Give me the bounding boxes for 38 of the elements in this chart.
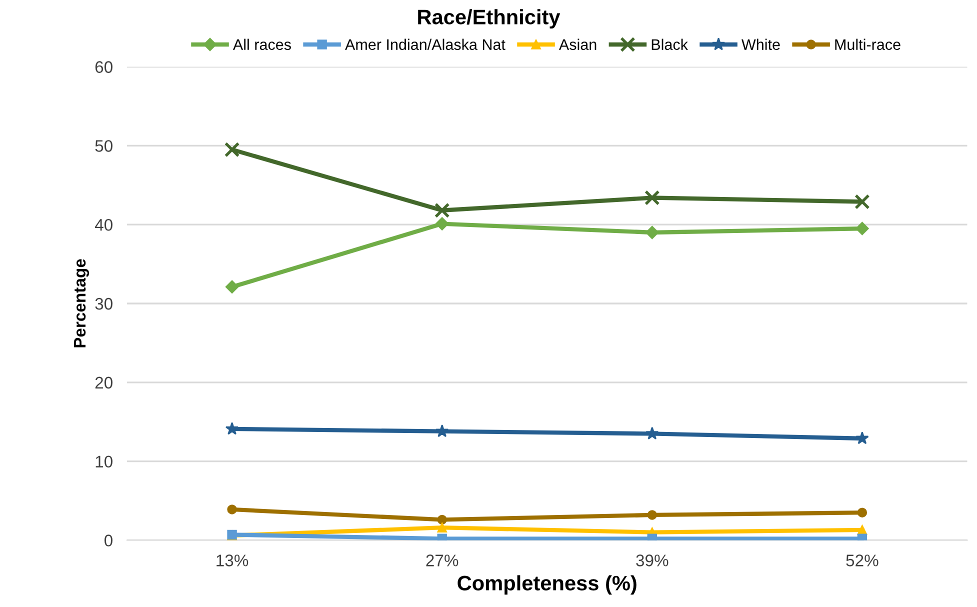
x-tick-label: 52% [846, 554, 878, 566]
point [436, 217, 449, 230]
legend-label: White [742, 38, 780, 50]
legend-label: Black [652, 38, 688, 50]
y-tick-label: 20 [95, 376, 112, 389]
point [225, 422, 239, 435]
y-tick-label: 10 [96, 456, 112, 468]
chart-title: Race/Ethnicity [418, 9, 560, 29]
point [647, 510, 658, 520]
point [227, 504, 237, 514]
point [437, 522, 447, 532]
y-tick-label: 0 [104, 534, 112, 546]
point [646, 426, 659, 440]
point [435, 424, 449, 438]
point [857, 508, 868, 518]
point [434, 202, 450, 218]
legend-label: Multi-race [835, 38, 900, 50]
point [856, 431, 869, 444]
y-axis-title: Percentage [74, 259, 90, 348]
x-tick-label: 13% [216, 554, 248, 566]
legend-label: All races [232, 38, 291, 50]
point [856, 222, 869, 236]
y-tick-label: 60 [95, 61, 112, 73]
x-tick-label: 27% [426, 554, 458, 566]
point [224, 142, 240, 158]
point [646, 226, 659, 240]
legend-label: Asian [558, 38, 596, 50]
point [644, 190, 660, 206]
point [854, 194, 870, 210]
point [857, 525, 868, 535]
legend-label: Amer Indian/Alaska Nat [345, 38, 506, 50]
y-tick-label: 30 [95, 298, 112, 310]
point [225, 280, 239, 294]
y-tick-label: 50 [95, 140, 112, 152]
point [437, 514, 447, 525]
x-axis-title: Completeness (%) [458, 575, 636, 595]
x-tick-label: 39% [636, 554, 668, 566]
y-tick-label: 40 [94, 218, 112, 231]
